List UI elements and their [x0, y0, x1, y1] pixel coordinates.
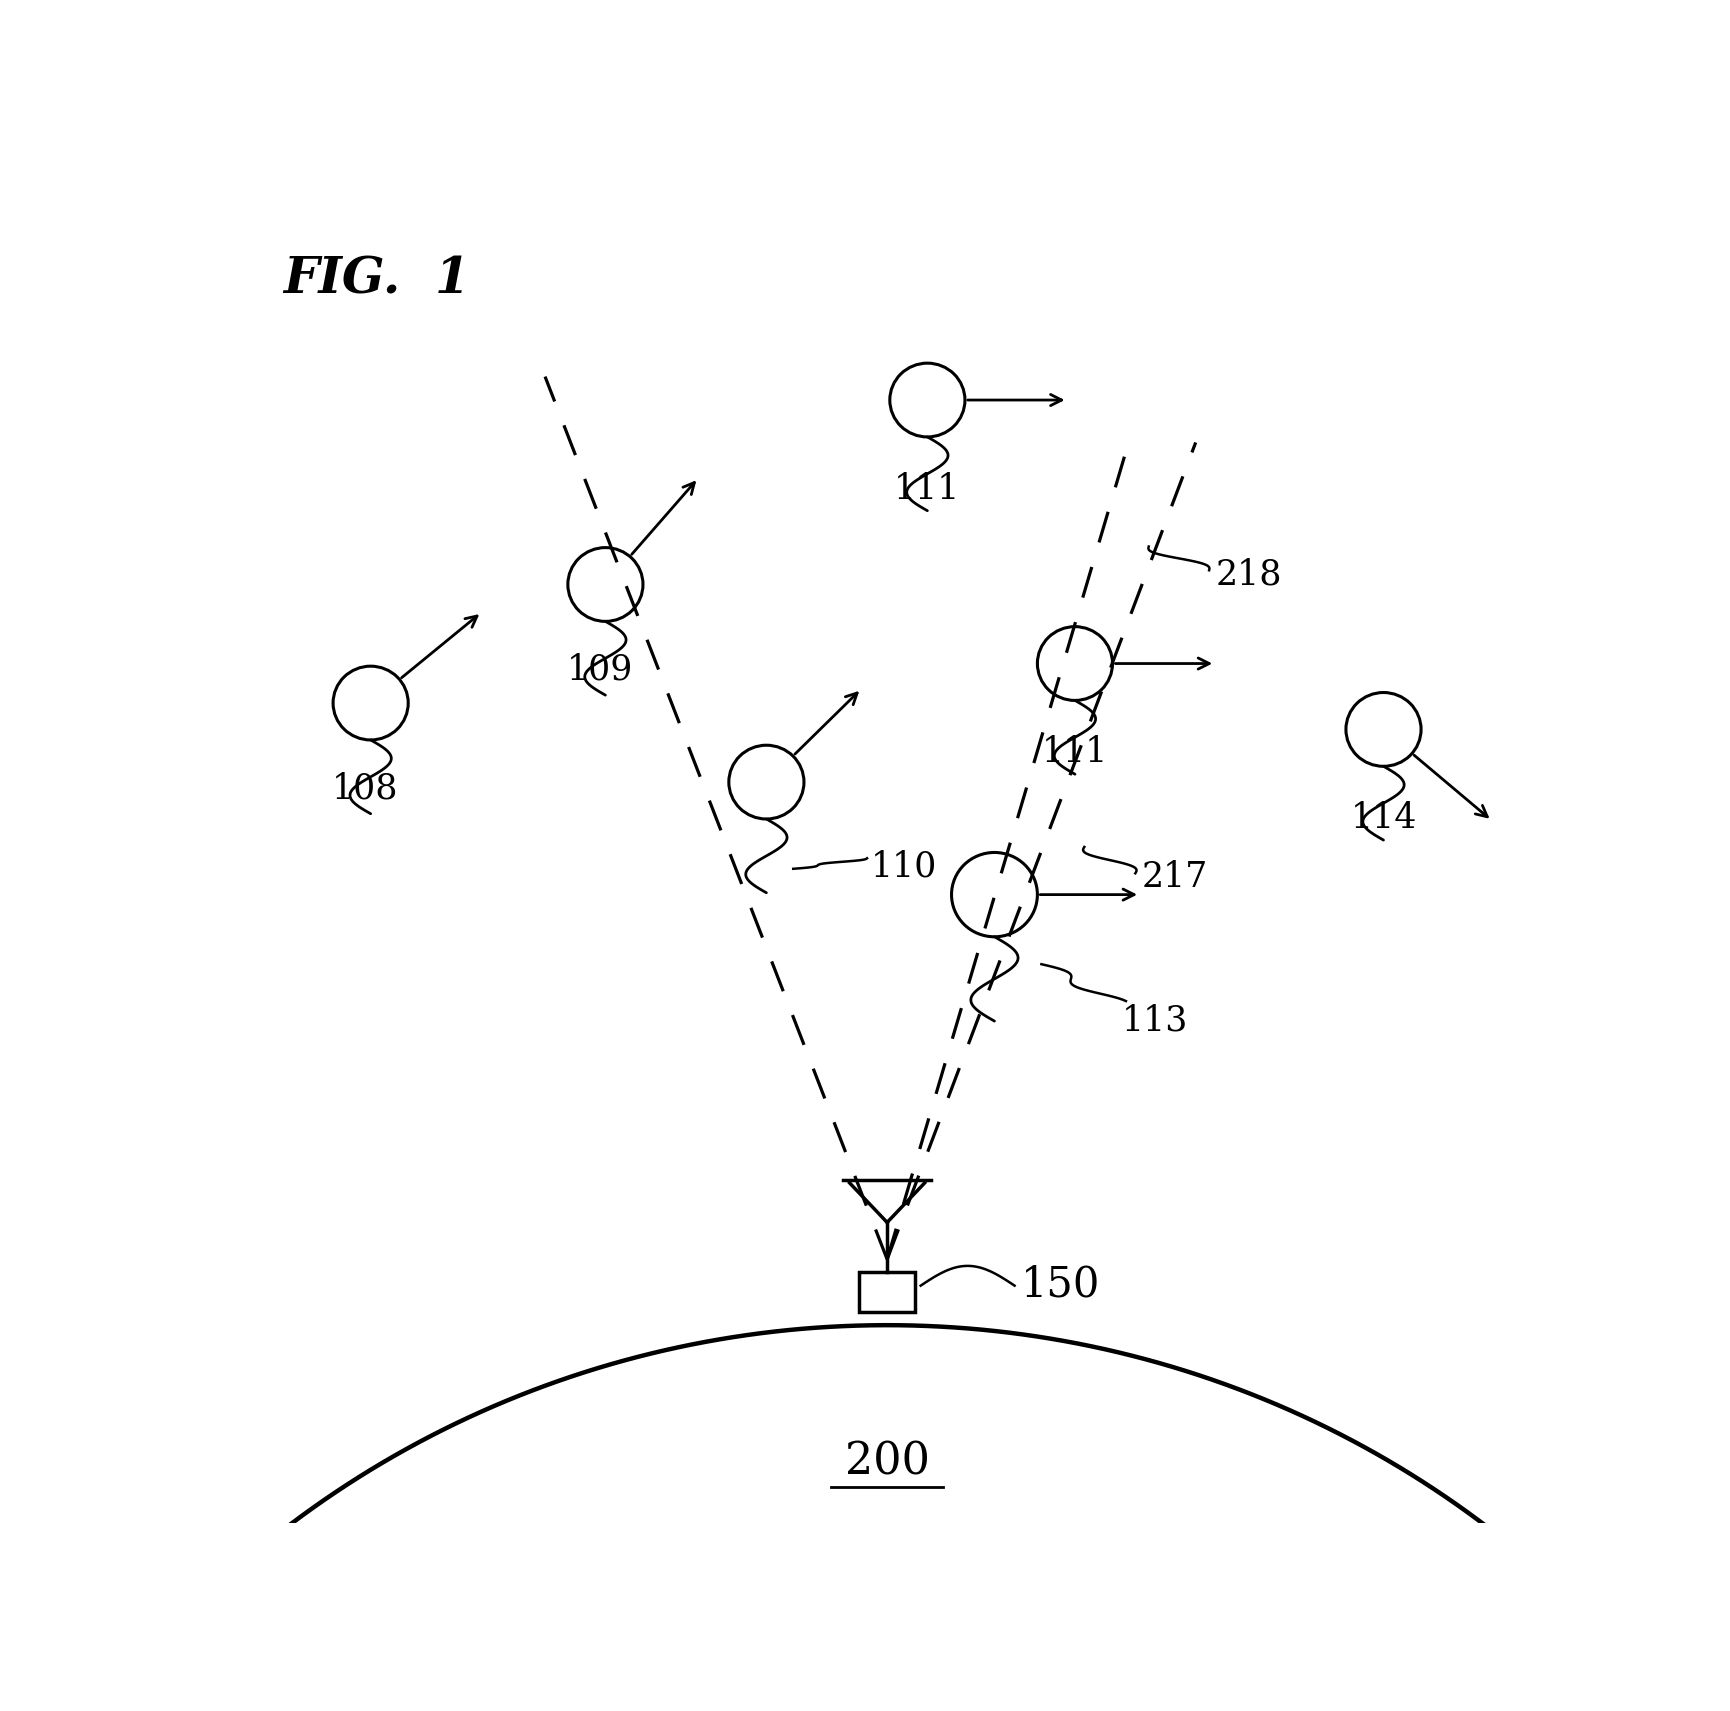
Bar — [858, 1273, 915, 1312]
Text: 111: 111 — [894, 472, 960, 506]
Text: FIG.  1: FIG. 1 — [284, 255, 471, 305]
Text: 217: 217 — [1142, 861, 1208, 895]
Text: 108: 108 — [332, 772, 398, 806]
Text: 200: 200 — [844, 1441, 929, 1483]
Text: 110: 110 — [870, 850, 938, 885]
Text: 218: 218 — [1214, 558, 1282, 592]
Text: 109: 109 — [566, 652, 633, 686]
Text: 114: 114 — [1349, 801, 1415, 835]
Text: 150: 150 — [1021, 1263, 1100, 1305]
Text: 111: 111 — [1041, 736, 1107, 770]
Text: 113: 113 — [1121, 1004, 1187, 1037]
